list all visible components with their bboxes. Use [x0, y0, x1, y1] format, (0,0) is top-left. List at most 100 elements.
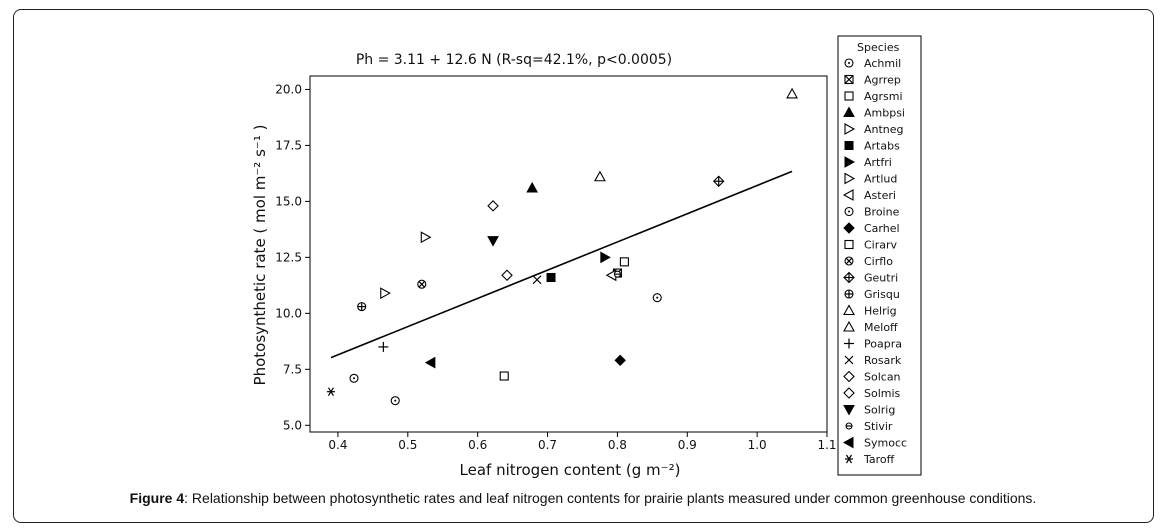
legend-marker [843, 106, 855, 117]
y-axis: 5.0 7.5 10.0 12.5 15.0 17.5 20.0 [275, 82, 310, 432]
figure-frame [13, 9, 1154, 523]
x-tick-label: 0.7 [538, 438, 557, 452]
x-tick-label: 0.8 [608, 438, 627, 452]
legend-marker [843, 320, 855, 332]
legend-marker [844, 256, 854, 266]
legend-label: Artlud [864, 173, 897, 186]
data-point [501, 269, 513, 282]
data-point [424, 356, 436, 369]
x-tick-label: 0.9 [678, 438, 697, 452]
legend-marker [844, 338, 854, 349]
data-point [712, 175, 725, 188]
figure-caption: Figure 4: Relationship between photosynt… [0, 490, 1166, 506]
x-tick-label: 0.5 [398, 438, 417, 452]
data-point [357, 302, 367, 312]
caption-text: : Relationship between photosynthetic ra… [184, 490, 1037, 506]
legend-label: Ambpsi [864, 107, 905, 120]
legend-label: Rosark [864, 354, 902, 367]
x-tick-label: 1.1 [817, 438, 836, 452]
legend-label: Agrsmi [864, 90, 903, 103]
legend-title: Species [857, 41, 900, 54]
legend-marker [843, 304, 855, 316]
legend-marker [844, 91, 854, 101]
y-tick-label: 7.5 [283, 362, 302, 376]
legend-label: Taroff [863, 453, 895, 466]
legend-marker [842, 189, 854, 201]
data-point [390, 396, 400, 406]
data-point [594, 170, 606, 182]
legend: Species Achmil Agrrep Agrsmi Ambpsi Antneg Ar… [837, 35, 922, 476]
y-tick-label: 5.0 [283, 418, 302, 432]
data-point [546, 273, 556, 283]
legend-marker [842, 436, 854, 449]
y-tick-label: 10.0 [275, 306, 302, 320]
legend-marker [844, 156, 856, 168]
caption-label: Figure 4 [129, 490, 185, 506]
legend-label: Cirarv [864, 239, 898, 252]
legend-label: Asteri [864, 189, 896, 202]
data-point [420, 231, 432, 244]
x-tick-label: 0.4 [328, 438, 347, 452]
legend-label: Poapra [864, 338, 902, 351]
legend-marker [844, 239, 854, 250]
x-tick-label: 0.6 [468, 438, 487, 452]
legend-marker [845, 422, 853, 430]
data-point [378, 341, 389, 352]
legend-marker [843, 370, 855, 383]
data-point [614, 354, 626, 367]
data-point [786, 87, 799, 99]
data-point [532, 275, 542, 285]
legend-marker [843, 387, 855, 399]
legend-marker [844, 172, 856, 185]
chart-title: Ph = 3.11 + 12.6 N (R-sq=42.1%, p<0.0005… [356, 52, 672, 68]
fit-line [330, 170, 793, 359]
data-point [487, 236, 499, 247]
legend-marker [844, 355, 854, 365]
legend-label: Agrrep [864, 74, 901, 87]
legend-marker [844, 123, 856, 135]
legend-marker [844, 74, 854, 85]
y-tick-label: 12.5 [275, 250, 302, 264]
data-point [417, 279, 427, 289]
legend-marker [844, 289, 854, 299]
data-point [613, 270, 621, 278]
data-point [652, 293, 662, 303]
legend-label: Helrig [864, 305, 897, 318]
legend-label: Symocc [864, 437, 907, 450]
data-point [487, 200, 499, 212]
y-tick-label: 20.0 [275, 82, 302, 96]
y-tick-label: 17.5 [275, 138, 302, 152]
legend-marker [845, 454, 853, 464]
legend-marker [844, 58, 854, 68]
legend-label: Solcan [864, 371, 901, 384]
legend-label: Artabs [864, 140, 900, 153]
data-point [499, 371, 509, 381]
x-axis-label: Leaf nitrogen content (g m⁻²) [460, 461, 681, 479]
data-point [349, 373, 359, 383]
legend-label: Artfri [864, 156, 892, 169]
legend-label: Carhel [864, 222, 900, 235]
legend-label: Solrig [864, 404, 895, 417]
legend-marker [843, 222, 855, 234]
legend-label: Broine [864, 206, 900, 219]
legend-label: Grisqu [864, 288, 900, 301]
data-point [526, 181, 539, 193]
y-axis-label: Photosynthetic rate ( mol m⁻² s⁻¹ ) [251, 125, 269, 386]
plot-area [309, 75, 828, 433]
legend-marker [844, 141, 854, 150]
legend-marker [843, 405, 855, 416]
data-point [326, 387, 335, 397]
legend-marker [843, 271, 855, 284]
y-tick-label: 15.0 [275, 194, 302, 208]
x-tick-label: 1.0 [748, 438, 767, 452]
x-axis: 0.4 0.5 0.6 0.7 0.8 0.9 1.0 1.1 [328, 432, 837, 452]
legend-label: Cirflo [864, 255, 893, 268]
legend-box [837, 35, 922, 476]
regression-line [330, 170, 793, 359]
legend-label: Meloff [864, 321, 898, 334]
data-point [380, 287, 391, 300]
data-points [326, 87, 799, 406]
legend-label: Stivir [864, 420, 893, 433]
data-point [619, 257, 629, 267]
legend-marker [844, 206, 854, 217]
